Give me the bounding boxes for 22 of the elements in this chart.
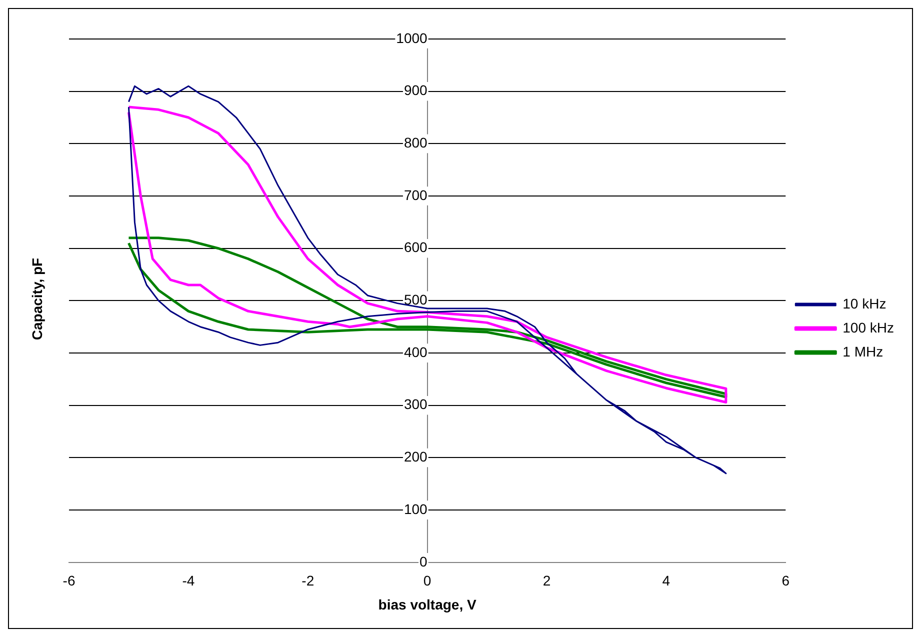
- x-tick-label: 6: [782, 572, 790, 589]
- x-tick-label: -6: [62, 572, 76, 589]
- y-tick-label: 400: [404, 344, 428, 360]
- y-axis-title: Capacity, pF: [29, 258, 45, 340]
- x-tick-label: -2: [302, 572, 314, 589]
- y-tick-label: 1000: [396, 30, 428, 46]
- y-tick-label: 700: [404, 186, 428, 203]
- x-axis-title: bias voltage, V: [378, 596, 477, 612]
- y-tick-label: 200: [404, 448, 428, 465]
- legend-label: 10 kHz: [842, 295, 886, 312]
- x-tick-label: 4: [662, 572, 670, 589]
- y-tick-label: 900: [404, 82, 428, 98]
- y-tick-label: 0: [420, 553, 428, 570]
- y-tick-label: 100: [404, 500, 428, 517]
- y-tick-label: 800: [404, 134, 428, 151]
- legend-label: 100 kHz: [842, 319, 894, 336]
- y-tick-label: 500: [404, 292, 428, 308]
- y-tick-label: 300: [404, 396, 428, 412]
- y-tick-label: 600: [404, 239, 428, 256]
- x-tick-label: -4: [182, 572, 195, 589]
- legend-label: 1 MHz: [842, 343, 884, 360]
- x-tick-label: 2: [542, 572, 551, 589]
